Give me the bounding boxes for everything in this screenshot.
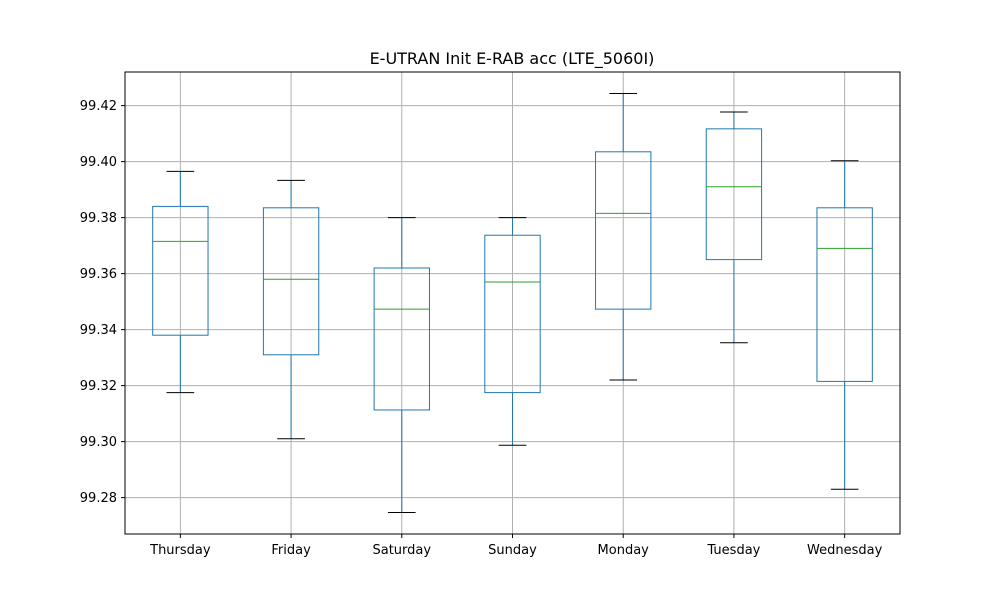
box-sunday	[484, 217, 541, 446]
chart-title: E-UTRAN Init E-RAB acc (LTE_5060I)	[370, 49, 655, 69]
x-axis-ticks: Thursday Friday Saturday Sunday Monday Tuesda…	[149, 534, 883, 558]
x-tick-label: Saturday	[372, 543, 431, 558]
x-tick-label: Monday	[598, 543, 650, 558]
y-axis-ticks: 99.28 99.30 99.32 99.34 99.36 99.38 99.40 99.42	[80, 99, 125, 506]
iqr-box	[705, 128, 763, 261]
iqr-box	[484, 234, 541, 394]
y-tick-label: 99.28	[80, 491, 117, 506]
x-tick-label: Sunday	[488, 543, 537, 558]
iqr-box	[262, 207, 320, 356]
y-tick-label: 99.38	[80, 211, 117, 226]
y-tick-label: 99.34	[80, 323, 117, 338]
y-tick-label: 99.40	[80, 155, 117, 170]
x-tick-label: Thursday	[149, 543, 211, 558]
y-tick-label: 99.30	[80, 435, 117, 450]
y-tick-label: 99.36	[80, 267, 117, 282]
iqr-box	[816, 207, 873, 382]
box-wednesday	[816, 160, 873, 490]
box-friday	[262, 179, 320, 440]
iqr-box	[373, 267, 430, 411]
grid-lines	[125, 72, 900, 534]
x-tick-label: Tuesday	[706, 543, 760, 558]
boxes	[152, 93, 873, 513]
x-tick-label: Wednesday	[807, 543, 883, 558]
box-monday	[595, 93, 652, 381]
box-thursday	[152, 170, 209, 394]
iqr-box	[595, 151, 652, 310]
box-tuesday	[705, 111, 763, 344]
iqr-box	[152, 205, 209, 336]
box-saturday	[373, 217, 430, 513]
y-tick-label: 99.42	[80, 99, 117, 114]
y-tick-label: 99.32	[80, 379, 117, 394]
x-tick-label: Friday	[271, 543, 311, 558]
